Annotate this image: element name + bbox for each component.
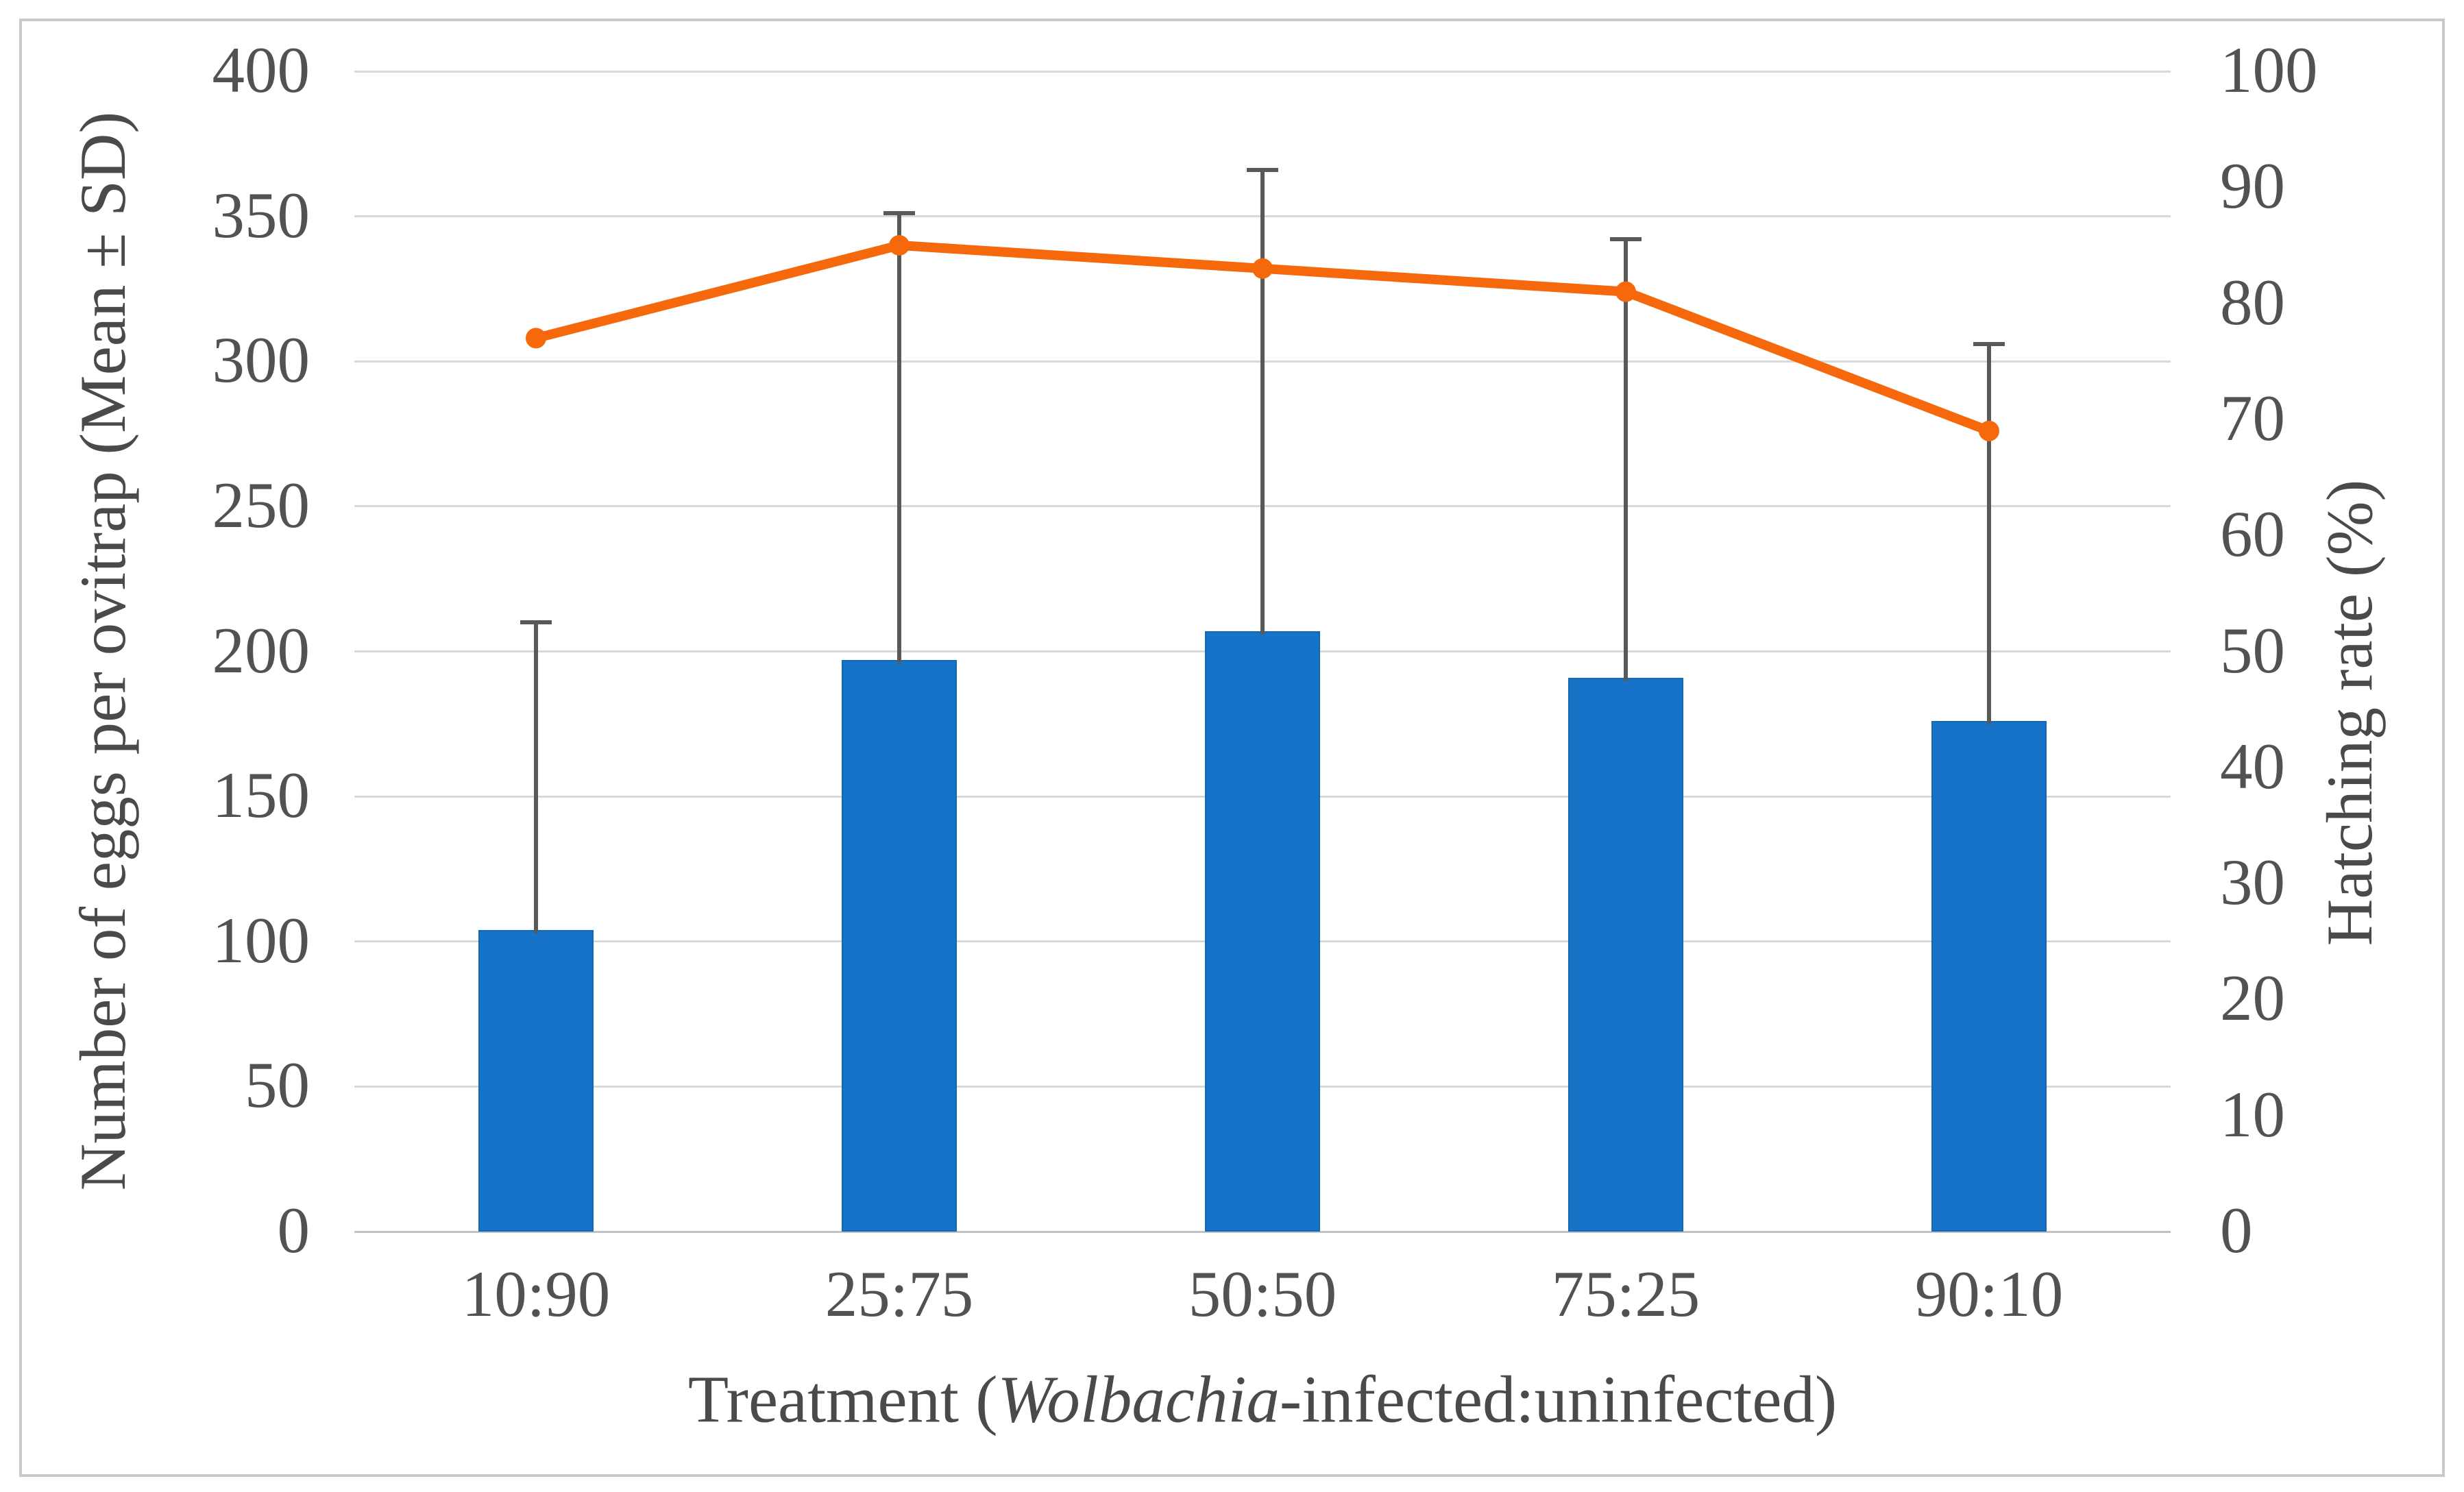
right-axis-tick-90: 90: [2220, 149, 2285, 223]
error-bar-cap-10:90: [520, 620, 552, 625]
right-axis-tick-30: 30: [2220, 845, 2285, 918]
x-axis-tick-75:25: 75:25: [1551, 1258, 1700, 1330]
hatching-rate-line-layer: [526, 234, 1999, 441]
left-axis-tick-150: 150: [212, 758, 310, 831]
bar-50:50: [1205, 631, 1320, 1232]
left-axis-tick-400: 400: [212, 33, 310, 106]
line-marker-75:25: [1615, 281, 1636, 302]
right-axis-tick-0: 0: [2220, 1193, 2253, 1267]
gridline-0: [354, 1230, 2171, 1233]
gridline-400: [354, 70, 2171, 73]
x-axis-title: Treatment (Wolbachia-infected:uninfected…: [688, 1362, 1837, 1438]
x-axis-title-prefix: Treatment (: [687, 1362, 998, 1436]
error-bar-cap-90:10: [1973, 341, 2005, 346]
line-marker-10:90: [526, 328, 546, 349]
x-axis-tick-10:90: 10:90: [461, 1258, 611, 1330]
left-axis-tick-50: 50: [245, 1049, 310, 1122]
x-axis-tick-50:50: 50:50: [1188, 1258, 1337, 1330]
x-axis-tick-25:75: 25:75: [825, 1258, 974, 1330]
line-marker-50:50: [1252, 258, 1273, 279]
right-axis-tick-40: 40: [2220, 729, 2285, 803]
right-axis-tick-70: 70: [2220, 381, 2285, 454]
line-marker-90:10: [1979, 420, 1999, 441]
x-axis-title-italic: Wolbachia: [997, 1362, 1280, 1436]
error-bar-25:75: [897, 213, 901, 664]
x-axis-tick-90:10: 90:10: [1914, 1258, 2064, 1330]
right-axis-tick-60: 60: [2220, 497, 2285, 570]
right-axis-tick-100: 100: [2220, 33, 2318, 106]
bar-10:90: [478, 929, 594, 1232]
left-axis-tick-100: 100: [212, 903, 310, 977]
bar-25:75: [842, 660, 957, 1232]
left-axis-tick-0: 0: [277, 1193, 310, 1267]
left-axis-tick-200: 200: [212, 613, 310, 687]
right-axis-tick-50: 50: [2220, 613, 2285, 687]
error-bar-90:10: [1987, 343, 1991, 725]
error-bar-cap-75:25: [1610, 237, 1642, 242]
right-axis-tick-80: 80: [2220, 265, 2285, 339]
left-axis-tick-250: 250: [212, 468, 310, 541]
x-axis-title-suffix: -infected:uninfected): [1279, 1362, 1838, 1436]
line-marker-25:75: [889, 234, 910, 256]
left-axis-tick-300: 300: [212, 323, 310, 397]
error-bar-50:50: [1260, 169, 1265, 635]
bar-75:25: [1568, 677, 1683, 1232]
error-bar-10:90: [534, 622, 538, 933]
right-axis-title: Hatching rate (%): [2313, 479, 2386, 946]
error-bar-cap-25:75: [883, 211, 915, 216]
error-bar-75:25: [1624, 239, 1628, 681]
right-axis-tick-20: 20: [2220, 962, 2285, 1035]
error-bar-cap-50:50: [1247, 167, 1278, 172]
right-axis-tick-10: 10: [2220, 1077, 2285, 1151]
left-axis-tick-350: 350: [212, 178, 310, 252]
